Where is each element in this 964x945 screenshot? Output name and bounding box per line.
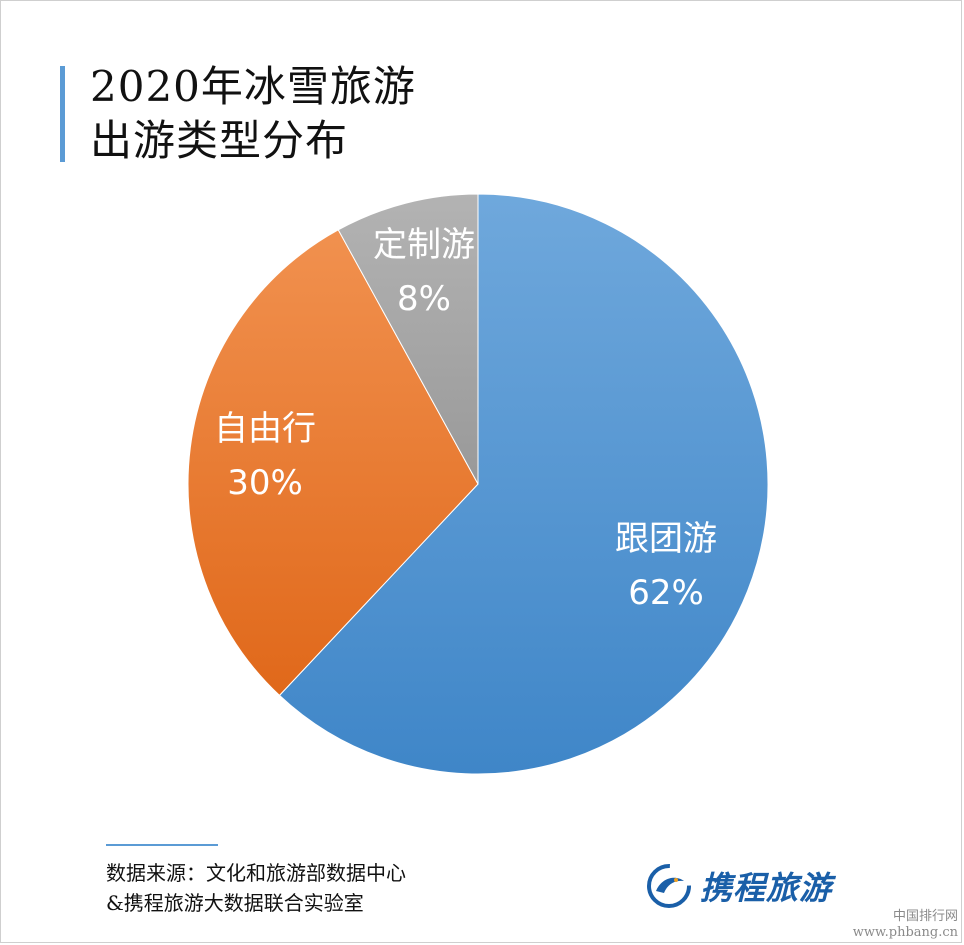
source-line-2: &携程旅游大数据联合实验室: [106, 891, 364, 915]
chart-title-line-2: 出游类型分布: [90, 116, 349, 165]
slice-value-label-2: 8%: [397, 279, 451, 319]
slice-value-label-1: 30%: [227, 463, 303, 503]
logo-text: 携程旅游: [700, 869, 833, 907]
slice-category-label-0: 跟团游: [615, 519, 717, 559]
slice-value-label-0: 62%: [628, 573, 704, 613]
title-accent-bar: [60, 66, 65, 162]
watermark-line-1: 中国排行网: [892, 909, 958, 924]
watermark: 中国排行网 www.phbang.cn: [853, 909, 958, 941]
pie-slice-0: [278, 193, 769, 775]
watermark-line-2: www.phbang.cn: [852, 925, 958, 940]
slice-category-label-2: 定制游: [373, 225, 475, 265]
pie-slice-2: [337, 193, 479, 485]
chart-title: 2020年冰雪旅游 出游类型分布: [90, 60, 416, 168]
dolphin-logo-icon: [647, 864, 691, 908]
slice-category-label-1: 自由行: [214, 409, 316, 449]
data-source: 数据来源：文化和旅游部数据中心 &携程旅游大数据联合实验室: [106, 858, 406, 918]
source-line-1: 数据来源：文化和旅游部数据中心: [106, 861, 406, 885]
chart-title-line-1: 2020年冰雪旅游: [90, 62, 416, 111]
ctrip-logo: 携程旅游: [646, 858, 832, 914]
source-divider: [106, 844, 218, 846]
pie-slice-1: [187, 229, 479, 697]
